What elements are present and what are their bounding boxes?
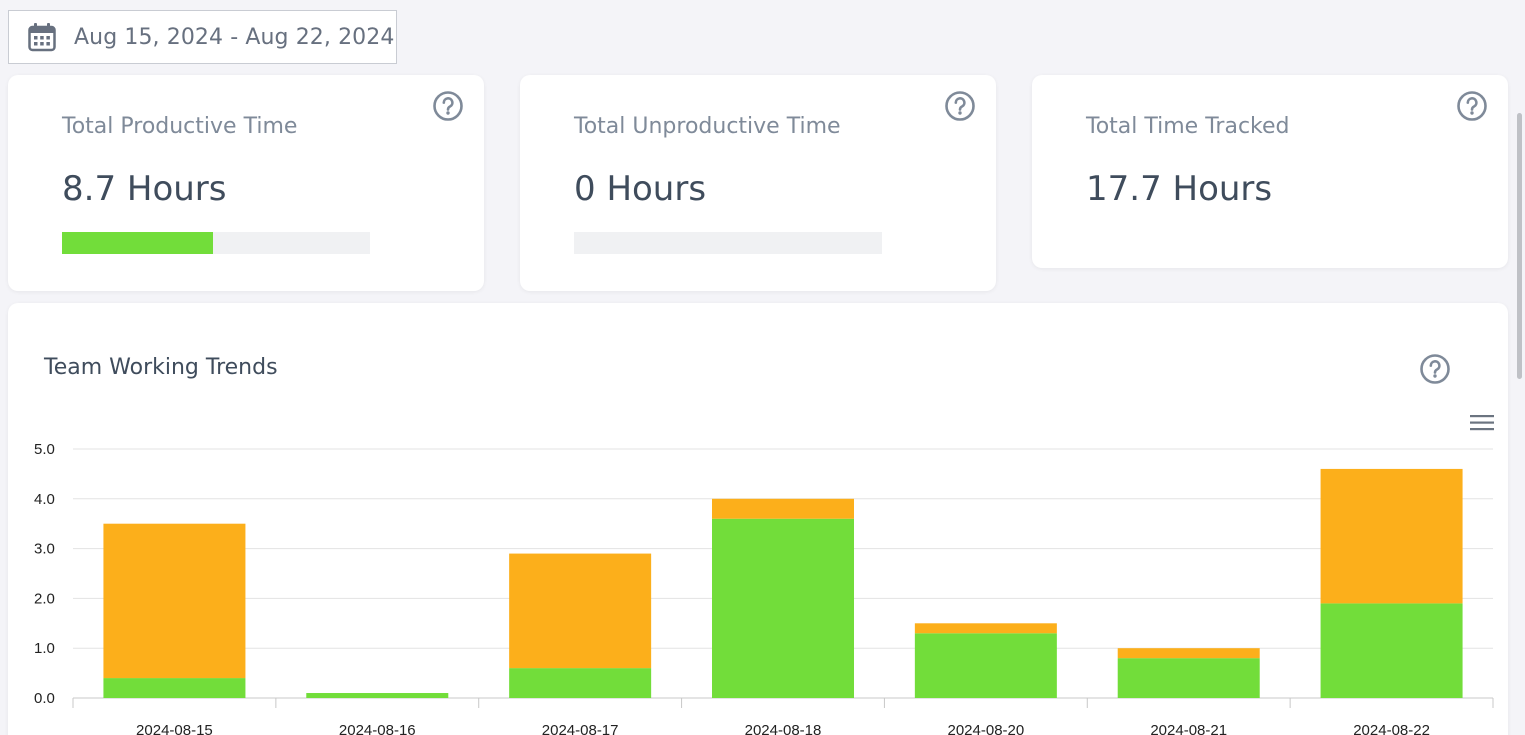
- stat-title: Total Unproductive Time: [574, 114, 841, 139]
- bar-segment-productive[interactable]: [914, 633, 1057, 698]
- unproductive-time-card: Total Unproductive Time 0 Hours: [520, 75, 996, 291]
- x-tick-label: 2024-08-17: [542, 722, 619, 735]
- stat-title: Total Productive Time: [62, 114, 298, 139]
- chart-title: Team Working Trends: [44, 355, 278, 380]
- y-tick-label: 2.0: [34, 590, 55, 607]
- bar-segment-productive[interactable]: [306, 693, 449, 698]
- scrollbar[interactable]: [1517, 113, 1522, 379]
- progress-bar: [574, 232, 882, 254]
- productive-time-card: Total Productive Time 8.7 Hours: [8, 75, 484, 291]
- bar-segment-productive[interactable]: [1117, 658, 1260, 698]
- date-range-label: Aug 15, 2024 - Aug 22, 2024: [74, 24, 395, 50]
- time-tracked-card: Total Time Tracked 17.7 Hours: [1032, 75, 1508, 268]
- bar-segment-productive[interactable]: [1320, 603, 1463, 698]
- bar-segment-productive[interactable]: [509, 668, 652, 698]
- bar-segment-productive[interactable]: [712, 518, 854, 698]
- bar-segment-other[interactable]: [712, 498, 854, 519]
- x-tick-label: 2024-08-18: [745, 722, 822, 735]
- x-tick-label: 2024-08-21: [1150, 722, 1227, 735]
- help-icon[interactable]: [944, 90, 976, 122]
- x-tick-label: 2024-08-20: [947, 722, 1024, 735]
- team-working-trends-card: Team Working Trends 0.0 1.0 2.0 3.0 4.0 5.0 20…: [8, 303, 1508, 735]
- bar-segment-productive[interactable]: [103, 678, 246, 698]
- stat-title: Total Time Tracked: [1086, 114, 1290, 139]
- bar-segment-other[interactable]: [509, 553, 652, 669]
- progress-fill: [62, 232, 213, 254]
- calendar-icon: [27, 22, 57, 52]
- progress-bar: [62, 232, 370, 254]
- hamburger-menu-icon[interactable]: [1468, 411, 1496, 435]
- y-tick-label: 3.0: [34, 541, 55, 558]
- x-tick-label: 2024-08-16: [339, 722, 416, 735]
- y-tick-label: 1.0: [34, 640, 55, 657]
- date-range-picker[interactable]: Aug 15, 2024 - Aug 22, 2024: [8, 10, 397, 64]
- stacked-bar-chart: 0.0 1.0 2.0 3.0 4.0 5.0 2024-08-15 2024-08-16 20…: [34, 441, 1494, 735]
- y-tick-label: 4.0: [34, 491, 55, 508]
- y-tick-label: 5.0: [34, 441, 55, 458]
- help-icon[interactable]: [432, 90, 464, 122]
- x-tick-label: 2024-08-15: [136, 722, 213, 735]
- bar-segment-other[interactable]: [103, 523, 246, 679]
- bar-segment-other[interactable]: [914, 623, 1057, 634]
- help-icon[interactable]: [1456, 90, 1488, 122]
- bar-segment-other[interactable]: [1117, 648, 1260, 659]
- stat-value: 8.7 Hours: [62, 169, 227, 209]
- help-icon[interactable]: [1419, 353, 1451, 385]
- y-tick-label: 0.0: [34, 690, 55, 707]
- stat-value: 17.7 Hours: [1086, 169, 1273, 209]
- bar-segment-other[interactable]: [1320, 468, 1463, 604]
- stat-value: 0 Hours: [574, 169, 707, 209]
- x-tick-label: 2024-08-22: [1353, 722, 1430, 735]
